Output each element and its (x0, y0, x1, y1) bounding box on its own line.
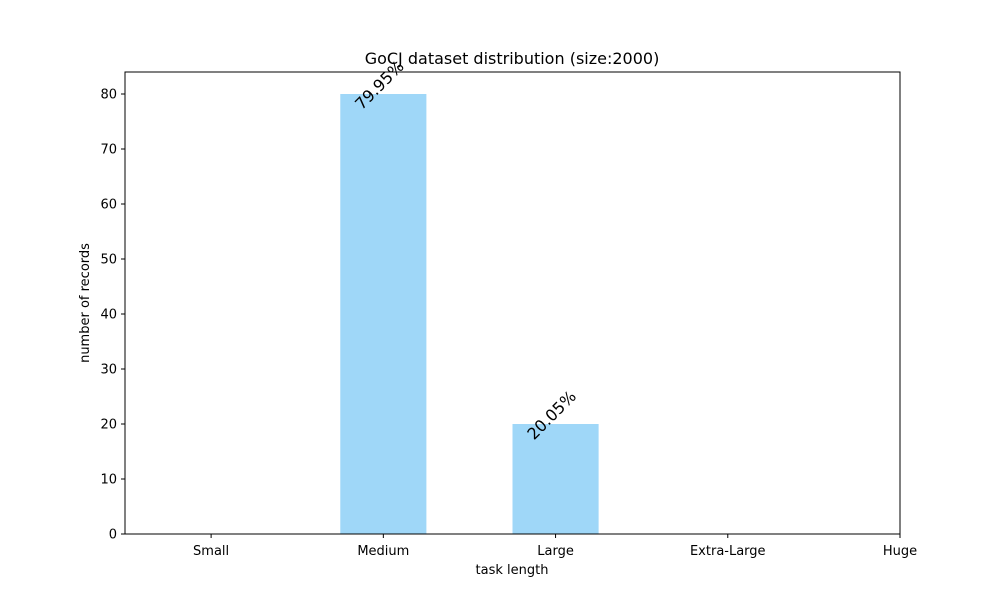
chart-title: GoCJ dataset distribution (size:2000) (365, 49, 660, 68)
y-tick-label: 30 (100, 363, 117, 378)
y-tick-label: 0 (109, 528, 117, 543)
x-tick-label: Medium (357, 544, 409, 559)
x-tick-label: Small (193, 544, 229, 559)
x-tick-label: Huge (883, 544, 917, 559)
x-tick-label: Large (537, 544, 574, 559)
y-tick-label: 80 (100, 88, 117, 103)
y-tick-label: 20 (100, 418, 117, 433)
bar-medium (340, 94, 427, 534)
y-tick-label: 10 (100, 473, 117, 488)
y-tick-label: 60 (100, 198, 117, 213)
y-tick-label: 40 (100, 308, 117, 323)
y-axis: 0 10 20 30 40 50 60 70 80 (100, 88, 125, 543)
x-axis: Small Medium Large Extra-Large Huge (193, 534, 917, 559)
x-tick-label: Extra-Large (690, 544, 766, 559)
y-tick-label: 70 (100, 143, 117, 158)
y-axis-label: number of records (78, 243, 93, 363)
bar-large (512, 424, 599, 534)
x-axis-label: task length (476, 563, 549, 578)
y-tick-label: 50 (100, 253, 117, 268)
plot-frame (124, 71, 901, 535)
bars-layer (340, 94, 599, 534)
